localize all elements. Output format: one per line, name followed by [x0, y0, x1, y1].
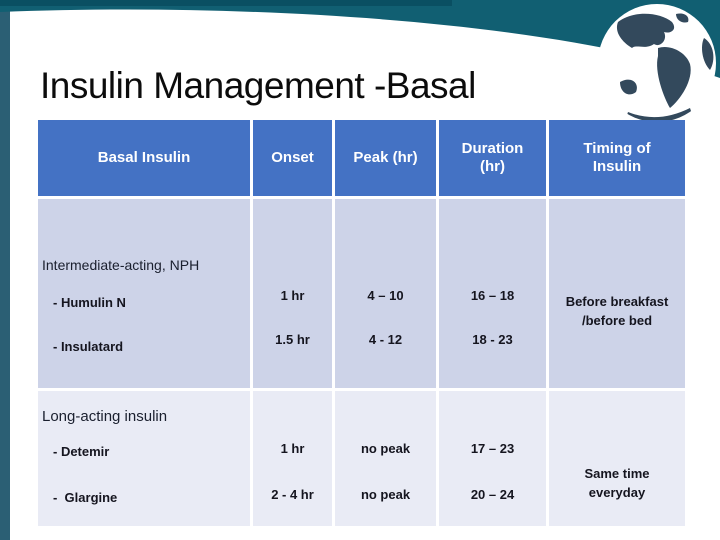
timing-line: Before breakfast [565, 293, 669, 309]
header-label: Timing of Insulin [583, 140, 651, 175]
banner-dark-top-bar [0, 0, 452, 6]
header-timing: Timing of Insulin [549, 120, 685, 196]
header-label: Duration (hr) [461, 140, 524, 175]
row-label-glargine: - Glargine [53, 489, 118, 505]
section-long-acting-names: Long-acting insulin - Detemir - Glargine [38, 391, 250, 526]
onset-humulin: 1 hr [280, 287, 305, 303]
peak-humulin: 4 – 10 [367, 287, 404, 303]
section-long-acting-onset: 1 hr 2 - 4 hr [253, 391, 332, 526]
globe-icon [598, 4, 716, 122]
banner-swoosh [0, 0, 720, 122]
section-long-acting-duration: 17 – 23 20 – 24 [439, 391, 546, 526]
spacer [439, 391, 546, 425]
section-intermediate-duration: 16 – 18 18 - 23 [439, 199, 546, 388]
onset-glargine: 2 - 4 hr [271, 486, 314, 502]
spacer [439, 199, 546, 273]
row-label-humulin: - Humulin N [53, 294, 126, 310]
spacer [253, 391, 332, 425]
row-label-insulatard: - Insulatard [53, 338, 124, 354]
peak-insulatard: 4 - 12 [368, 331, 403, 347]
duration-glargine: 20 – 24 [470, 486, 515, 502]
header-label: Onset [271, 149, 314, 167]
section-label-intermediate: Intermediate-acting, NPH [42, 257, 200, 273]
timing-line: everyday [588, 484, 646, 500]
duration-humulin: 16 – 18 [470, 287, 515, 303]
peak-glargine: no peak [360, 486, 411, 502]
timing-line: /before bed [581, 312, 653, 328]
row-label-detemir: - Detemir [53, 443, 110, 459]
header-basal-insulin: Basal Insulin [38, 120, 250, 196]
banner-teal-shape [0, 0, 720, 78]
spacer [335, 199, 436, 273]
header-label: Peak (hr) [353, 149, 418, 167]
peak-detemir: no peak [360, 440, 411, 456]
onset-insulatard: 1.5 hr [275, 331, 310, 347]
timing-line: Same time [584, 465, 650, 481]
section-long-acting-peak: no peak no peak [335, 391, 436, 526]
section-intermediate-onset: 1 hr 1.5 hr [253, 199, 332, 388]
header-onset: Onset [253, 120, 332, 196]
duration-insulatard: 18 - 23 [472, 331, 513, 347]
duration-detemir: 17 – 23 [470, 440, 515, 456]
spacer [253, 199, 332, 273]
section-intermediate-names: Intermediate-acting, NPH - Humulin N - I… [38, 199, 250, 388]
section-intermediate-peak: 4 – 10 4 - 12 [335, 199, 436, 388]
timing-long-acting: Same time everyday [549, 391, 685, 526]
insulin-table: Basal Insulin Onset Peak (hr) Duration (… [38, 120, 685, 526]
header-duration: Duration (hr) [439, 120, 546, 196]
section-label-long-acting: Long-acting insulin [42, 408, 168, 425]
left-edge-bar [0, 0, 10, 540]
header-peak: Peak (hr) [335, 120, 436, 196]
onset-detemir: 1 hr [280, 440, 305, 456]
timing-intermediate: Before breakfast /before bed [549, 199, 685, 388]
spacer [335, 391, 436, 425]
header-label: Basal Insulin [97, 149, 191, 167]
page-title: Insulin Management -Basal [40, 64, 476, 106]
